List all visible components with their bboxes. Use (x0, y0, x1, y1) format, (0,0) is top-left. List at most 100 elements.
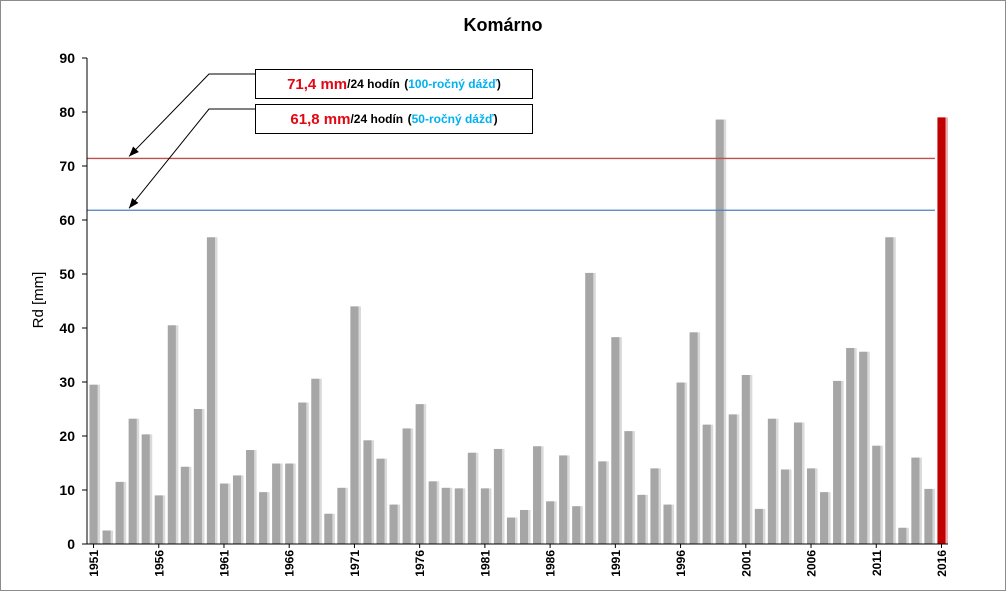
bar-1975 (402, 428, 411, 544)
y-tick-label-50: 50 (59, 266, 75, 282)
annotation-100-year-paren-open: ( (404, 77, 409, 91)
y-tick-label-80: 80 (59, 104, 75, 120)
axes (86, 58, 948, 545)
y-tick-label-70: 70 (59, 158, 75, 174)
x-tick-label-1996: 1996 (674, 550, 688, 577)
x-tick-label-1956: 1956 (152, 550, 166, 577)
bar-2001 (741, 374, 750, 544)
bar-1983 (506, 517, 516, 544)
bar-2004 (780, 469, 789, 544)
bar-1999 (715, 119, 724, 544)
bar-1971 (350, 306, 359, 544)
annotation-50-year-name: 50-ročný dážď (411, 112, 494, 126)
bar-1964 (259, 492, 268, 544)
bar-1996 (676, 382, 685, 544)
bar-1979 (454, 488, 463, 544)
annotation-arrow-head-0 (129, 146, 139, 157)
bar-2002 (754, 508, 763, 544)
annotation-50-year-rain: 61,8 mm/24 hodín (50-ročný dážď) (255, 104, 533, 134)
bar-1978 (441, 487, 450, 544)
x-tick-label-2011: 2011 (870, 550, 884, 576)
y-tick-label-60: 60 (59, 212, 75, 228)
bar-1970 (337, 487, 346, 544)
annotation-arrow-line-1 (128, 108, 255, 209)
bar-1989 (585, 272, 594, 544)
x-tick-label-1951: 1951 (87, 550, 101, 577)
bar-1984 (519, 509, 529, 544)
annotation-50-year-unit: /24 hodín (350, 112, 404, 126)
bar-1992 (624, 431, 633, 544)
annotation-50-year-paren-open: ( (407, 112, 412, 126)
bar-1973 (376, 458, 385, 544)
bar-1959 (193, 409, 202, 544)
reference-lines (87, 157, 935, 211)
bar-1957 (167, 325, 176, 544)
bar-1967 (298, 402, 307, 544)
bar-1974 (389, 504, 398, 544)
x-tick-label-2006: 2006 (805, 550, 819, 577)
bar-2003 (767, 418, 776, 544)
bar-1951 (89, 384, 98, 544)
bar-1993 (637, 494, 646, 544)
annotation-100-year-unit: /24 hodín (347, 77, 400, 91)
bar-1966 (285, 463, 294, 544)
annotation-arrow-head-1 (129, 197, 139, 209)
bar-1980 (467, 452, 476, 544)
bar-1969 (324, 513, 333, 544)
annotation-50-year-paren-close: ) (493, 112, 498, 126)
x-axis-ticks: 1951 1956 1961 1966 1971 1976 1981 1986 1991 1996… (87, 544, 949, 577)
annotation-50-year-value: 61,8 mm (290, 110, 351, 128)
bar-1968 (311, 378, 320, 544)
x-tick-label-1971: 1971 (348, 550, 362, 577)
bar-1956 (154, 495, 163, 544)
annotation-arrow-line-0 (128, 73, 255, 157)
bar-1982 (493, 448, 502, 544)
bar-1955 (141, 434, 150, 544)
bar-2008 (833, 380, 842, 544)
x-tick-label-1961: 1961 (217, 550, 231, 577)
y-tick-label-30: 30 (59, 374, 75, 390)
bar-1995 (663, 504, 672, 544)
bar-2013 (898, 527, 907, 544)
y-tick-label-10: 10 (59, 482, 75, 498)
annotation-100-year-paren-close: ) (496, 77, 501, 91)
annotation-arrows (128, 73, 255, 209)
annotation-100-year-value: 71,4 mm (287, 75, 348, 93)
bar-1965 (272, 463, 281, 544)
bar-1960 (206, 237, 215, 544)
bar-2012 (885, 237, 894, 544)
bar-1953 (115, 481, 124, 544)
x-tick-label-1986: 1986 (544, 550, 558, 577)
bar-1954 (128, 418, 137, 544)
bar-1990 (598, 461, 607, 544)
bar-2005 (793, 422, 803, 544)
bar-2016 (937, 117, 946, 545)
y-tick-label-40: 40 (59, 320, 75, 336)
bar-2014 (911, 457, 920, 544)
bar-1961 (219, 483, 229, 544)
bar-2007 (820, 492, 829, 544)
x-tick-label-1981: 1981 (478, 550, 492, 577)
bar-1972 (363, 440, 372, 544)
bar-2010 (859, 351, 868, 544)
x-tick-label-2001: 2001 (739, 550, 753, 577)
y-tick-label-20: 20 (59, 428, 75, 444)
bar-1986 (546, 501, 555, 544)
bar-2009 (846, 347, 855, 544)
annotation-100-year-name: 100-ročný dážď (408, 77, 497, 91)
bar-1988 (572, 506, 581, 544)
bar-1976 (415, 404, 424, 544)
annotation-100-year-rain: 71,4 mm/24 hodín (100-ročný dážď) (255, 69, 533, 99)
x-tick-label-1991: 1991 (609, 550, 623, 577)
y-axis-ticks: 0 10 20 30 40 50 60 70 80 90 (59, 50, 87, 552)
bar-1991 (611, 337, 620, 544)
bars (89, 117, 949, 545)
bar-1962 (232, 475, 242, 544)
bar-1987 (559, 455, 568, 544)
x-tick-label-1976: 1976 (413, 550, 427, 577)
bar-1963 (246, 450, 255, 544)
bar-1994 (650, 468, 659, 544)
y-axis-label: Rd [mm] (30, 272, 47, 329)
